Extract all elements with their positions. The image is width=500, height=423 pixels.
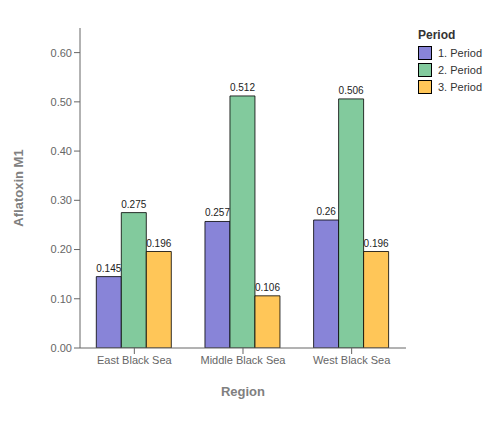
svg-text:0.50: 0.50 <box>51 96 72 108</box>
svg-text:0.10: 0.10 <box>51 293 72 305</box>
svg-text:East Black Sea: East Black Sea <box>97 354 172 366</box>
html-text:1. Period: 1. Period <box>438 47 482 59</box>
svg-text:0.196: 0.196 <box>146 238 171 249</box>
svg-text:0.275: 0.275 <box>121 199 146 210</box>
svg-text:West Black Sea: West Black Sea <box>313 354 391 366</box>
svg-text:0.00: 0.00 <box>51 342 72 354</box>
svg-text:0.106: 0.106 <box>255 282 280 293</box>
svg-text:0.60: 0.60 <box>51 47 72 59</box>
svg-text:0.26: 0.26 <box>316 206 336 217</box>
svg-text:0.512: 0.512 <box>230 82 255 93</box>
svg-text:Middle Black Sea: Middle Black Sea <box>200 354 286 366</box>
svg-text:0.257: 0.257 <box>205 207 230 218</box>
svg-text:0.506: 0.506 <box>339 85 364 96</box>
html-text:Period: Period <box>418 28 456 42</box>
svg-text:Aflatoxin M1: Aflatoxin M1 <box>11 149 26 226</box>
svg-text:Region: Region <box>221 384 265 399</box>
svg-text:0.20: 0.20 <box>51 243 72 255</box>
svg-text:0.30: 0.30 <box>51 194 72 206</box>
svg-text:0.145: 0.145 <box>96 263 121 274</box>
svg-text:0.196: 0.196 <box>364 238 389 249</box>
html-text:3. Period: 3. Period <box>438 81 482 93</box>
svg-text:0.40: 0.40 <box>51 145 72 157</box>
html-text:2. Period: 2. Period <box>438 64 482 76</box>
